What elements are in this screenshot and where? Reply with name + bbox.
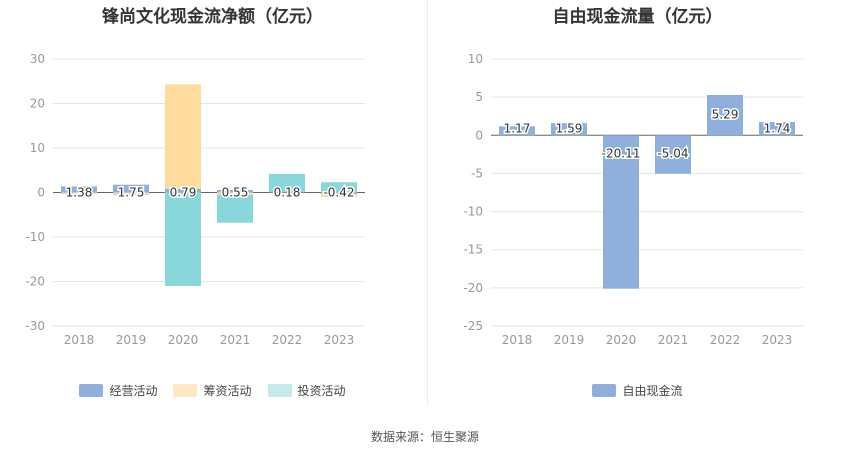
bar-series-0 xyxy=(113,184,149,193)
data-label: -0.42 xyxy=(323,186,354,200)
x-tick-label: 2023 xyxy=(324,333,355,347)
bar-series-2 xyxy=(269,173,305,192)
y-tick-label: -15 xyxy=(463,243,483,257)
free-cash-flow-chart: 自由现金流量（亿元） 10 5 0 -5 -10 -15 -20 -25 2018 1.17 201… xyxy=(425,0,850,410)
x-tick-label: 2019 xyxy=(554,333,585,347)
legend-item-financing[interactable]: 筹资活动 xyxy=(173,382,252,399)
data-source: 数据来源：恒生聚源 xyxy=(370,430,479,444)
legend-item-investing[interactable]: 投资活动 xyxy=(267,382,346,399)
data-label: 0.55 xyxy=(222,186,249,200)
chart-title: 锋尚文化现金流净额（亿元） xyxy=(102,7,323,27)
legend-swatch-operating xyxy=(79,384,104,397)
y-tick-label: -30 xyxy=(25,319,45,333)
bar-series-0 xyxy=(269,191,305,193)
data-label: -5.04 xyxy=(657,146,688,160)
bar xyxy=(551,123,587,136)
x-tick-label: 2020 xyxy=(606,333,637,347)
data-label: 1.17 xyxy=(504,121,531,135)
x-tick-label: 2021 xyxy=(220,333,251,347)
chart-legend: 自由现金流 xyxy=(425,382,850,399)
x-tick-label: 2023 xyxy=(762,333,793,347)
bar-series-2 xyxy=(165,192,201,286)
cash-flow-net-chart: 锋尚文化现金流净额（亿元） 30 20 10 0 -10 -20 -30 2018 1.38 20… xyxy=(0,0,425,410)
data-label: 1.59 xyxy=(556,121,583,135)
bar-series-1 xyxy=(217,192,253,195)
bar-series-2 xyxy=(217,194,253,223)
bar xyxy=(707,94,743,136)
data-label: 1.38 xyxy=(66,186,93,200)
data-label: 0.79 xyxy=(170,186,197,200)
x-tick-label: 2021 xyxy=(658,333,689,347)
y-tick-label: 0 xyxy=(37,186,45,200)
x-tick-label: 2022 xyxy=(272,333,303,347)
bar-series-1 xyxy=(113,192,149,194)
y-tick-label: -20 xyxy=(463,281,483,295)
data-label: 1.75 xyxy=(118,186,145,200)
panel-divider xyxy=(427,0,428,405)
bar-series-2 xyxy=(113,193,149,195)
y-tick-label: 20 xyxy=(30,97,45,111)
data-label: -20.11 xyxy=(602,146,641,160)
y-tick-label: 10 xyxy=(468,52,483,66)
bar xyxy=(655,135,691,174)
y-tick-label: 30 xyxy=(30,52,45,66)
y-tick-label: -10 xyxy=(463,205,483,219)
y-tick-label: 10 xyxy=(30,141,45,155)
bar-series-0 xyxy=(217,190,253,193)
x-tick-label: 2018 xyxy=(64,333,95,347)
cash-flow-net-plot: 30 20 10 0 -10 -20 -30 2018 1.38 2019 1.75 2020 0.79… xyxy=(25,52,365,347)
legend-swatch-investing xyxy=(267,384,292,397)
x-tick-label: 2018 xyxy=(502,333,533,347)
legend-label: 经营活动 xyxy=(109,384,158,398)
x-tick-label: 2022 xyxy=(710,333,741,347)
bar xyxy=(759,122,795,136)
legend-swatch-financing xyxy=(173,384,198,397)
bar xyxy=(499,126,535,136)
bar-series-1 xyxy=(165,84,201,189)
bar-series-1 xyxy=(61,192,97,194)
data-label: 0.18 xyxy=(274,186,301,200)
legend-item-operating[interactable]: 经营活动 xyxy=(79,382,157,399)
legend-item-free-cash-flow[interactable]: 自由现金流 xyxy=(592,382,683,399)
bar-series-2 xyxy=(321,182,357,193)
chart-title: 自由现金流量（亿元） xyxy=(552,7,723,27)
y-tick-label: 0 xyxy=(475,128,483,142)
data-label: 5.29 xyxy=(712,107,739,121)
legend-swatch-free-cash-flow xyxy=(592,384,617,397)
x-tick-label: 2019 xyxy=(116,333,147,347)
y-tick-label: -10 xyxy=(25,230,45,244)
bar xyxy=(603,135,639,289)
bar-series-0 xyxy=(321,192,357,195)
legend-label: 筹资活动 xyxy=(203,384,252,398)
x-tick-label: 2020 xyxy=(168,333,199,347)
data-label: 1.74 xyxy=(764,121,791,135)
chart-legend: 经营活动 筹资活动 投资活动 xyxy=(0,382,425,399)
bar-series-0 xyxy=(165,188,201,193)
y-tick-label: -25 xyxy=(463,319,483,333)
bar-series-0 xyxy=(61,186,97,193)
y-tick-label: 5 xyxy=(475,90,483,104)
y-tick-label: -5 xyxy=(471,166,483,180)
free-cash-flow-plot: 10 5 0 -5 -10 -15 -20 -25 2018 1.17 2019 1.59 2020 -2… xyxy=(463,52,803,347)
y-tick-label: -20 xyxy=(25,275,45,289)
bar-series-1 xyxy=(321,194,357,198)
legend-label: 投资活动 xyxy=(297,384,346,398)
legend-label: 自由现金流 xyxy=(622,384,683,398)
